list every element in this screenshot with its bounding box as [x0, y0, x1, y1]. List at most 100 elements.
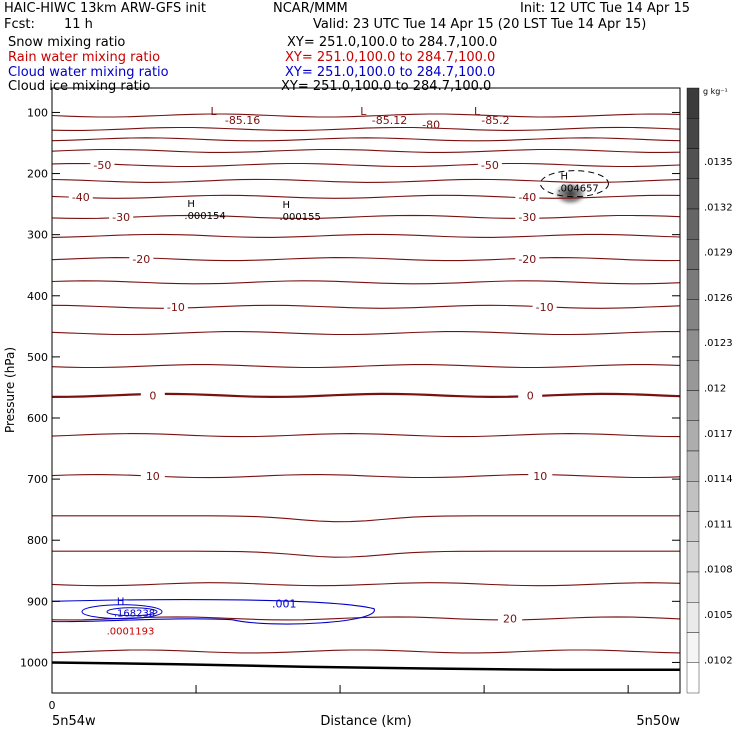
temperature-contour: [51, 137, 681, 142]
header-valid: Valid: 23 UTC Tue 14 Apr 15 (20 LST Tue …: [313, 17, 647, 32]
temperature-contour: [51, 126, 681, 131]
colorbar-bin: [686, 299, 700, 331]
maximum-marker: H: [117, 596, 125, 607]
colorbar-label: .0105: [704, 610, 733, 621]
y-tick-label: 1000: [20, 656, 48, 669]
colorbar-label: .012: [704, 384, 726, 395]
tropopause-label: L: [360, 105, 367, 118]
maximum-marker: H: [187, 199, 195, 210]
tropopause-label: L: [210, 105, 217, 118]
ground-surface: [51, 661, 680, 672]
colorbar-bin: [686, 450, 700, 482]
cloud-ice-shading: [552, 180, 589, 207]
temperature-contour-label: -20: [132, 253, 150, 266]
temperature-contour-label: -10: [536, 301, 554, 314]
field-cloud-water-label: Cloud water mixing ratio: [8, 65, 169, 80]
y-tick-label: 700: [27, 473, 48, 486]
cloud-water-contour: [51, 599, 375, 625]
cloud-water-contour-inner: [81, 604, 163, 620]
temperature-contour-label: -10: [167, 301, 185, 314]
field-snow-label: Snow mixing ratio: [8, 35, 126, 50]
y-tick-label: 900: [27, 595, 48, 608]
colorbar-unit: g kg⁻¹: [703, 87, 728, 96]
temperature-contour-label: 10: [533, 470, 547, 483]
temperature-contour: [51, 304, 681, 309]
colorbar-bin: [686, 632, 700, 663]
colorbar-bin: [686, 269, 700, 300]
temperature-contour-label: -40: [72, 191, 90, 204]
maximum-marker: H: [560, 172, 568, 183]
temperature-contour: [51, 331, 680, 336]
contour-label-bg: [90, 159, 115, 171]
plot-frame: [51, 87, 681, 694]
colorbar-bin: [686, 511, 700, 542]
field-cloud-water-xy: XY= 251.0,100.0 to 284.7,100.0: [285, 65, 496, 80]
y-axis-label: Pressure (hPa): [3, 347, 17, 433]
colorbar-label: .0129: [704, 248, 733, 259]
temperature-contour-label: -30: [518, 211, 536, 224]
header-fcst-label: Fcst:: [4, 17, 35, 32]
contour-label-bg: [532, 300, 557, 313]
temperature-contour: [51, 113, 681, 118]
temperature-contour: [51, 162, 681, 168]
y-tick-label: 400: [27, 290, 48, 303]
field-snow-xy: XY= 251.0,100.0 to 284.7,100.0: [287, 35, 498, 50]
colorbar-label: .0102: [704, 655, 733, 666]
temperature-contour: [51, 616, 681, 621]
colorbar-bin: [686, 662, 700, 694]
x-tick-label: 0: [49, 699, 56, 712]
colorbar-label: .0108: [704, 565, 733, 576]
y-tick-label: 800: [27, 534, 48, 547]
tropopause-label: -85.12: [372, 114, 407, 127]
temperature-contour-label: -50: [481, 159, 499, 172]
temperature-contour: [51, 280, 681, 285]
temperature-contour-label: -50: [93, 159, 111, 172]
colorbar-bin: [686, 541, 700, 573]
temperature-contour-label: -40: [518, 191, 536, 204]
field-rain-xy: XY= 251.0,100.0 to 284.7,100.0: [285, 50, 496, 65]
maximum-value: .0001193: [107, 627, 155, 638]
maximum-value: .000155: [279, 212, 320, 223]
colorbar-bin: [686, 87, 700, 119]
contour-label-bg: [129, 253, 154, 266]
colorbar-label: .0126: [704, 293, 733, 304]
temperature-contour: [52, 550, 680, 558]
maximum-value: .004657: [557, 184, 598, 195]
colorbar-bin: [686, 602, 700, 633]
temperature-contour: [51, 433, 681, 438]
contour-label-bg: [477, 159, 502, 171]
tropopause-label: L: [474, 105, 481, 118]
x-endpoint-left: 5n54w: [52, 714, 96, 729]
colorbar-bin: [686, 178, 700, 210]
temperature-contour-label: -20: [518, 253, 536, 266]
cloud-water-contour-label: .001: [272, 597, 297, 610]
contour-label-bg: [515, 210, 540, 223]
temperature-contour-label: 10: [146, 470, 160, 483]
temperature-contour: [51, 148, 681, 153]
y-tick-label: 100: [27, 106, 48, 119]
temperature-contour-label: 20: [503, 612, 517, 625]
tropopause-label: -85.16: [225, 114, 260, 127]
tropopause-label: -85.2: [481, 114, 509, 127]
colorbar-bin: [686, 208, 700, 240]
colorbar-bin: [686, 148, 700, 179]
contour-label-bg: [109, 210, 134, 223]
colorbar-label: .0111: [704, 519, 733, 530]
temperature-contour: [51, 233, 681, 238]
colorbar-bin: [686, 390, 700, 421]
tropopause-label: -80: [422, 119, 440, 132]
colorbar-label: .0135: [704, 157, 733, 168]
contour-label-bg: [518, 389, 543, 402]
temperature-contour: [51, 257, 681, 262]
colorbar-bin: [686, 481, 700, 512]
y-tick-label: 500: [27, 351, 48, 364]
colorbar-label: .0123: [704, 338, 733, 349]
contour-label-bg: [515, 190, 540, 203]
maximum-marker: H: [282, 200, 290, 211]
colorbar-bin: [686, 118, 700, 149]
x-endpoint-right: 5n50w: [636, 714, 680, 729]
temperature-contour: [52, 515, 680, 523]
maximum-value: .000154: [184, 211, 225, 222]
x-axis-label: Distance (km): [320, 714, 411, 729]
